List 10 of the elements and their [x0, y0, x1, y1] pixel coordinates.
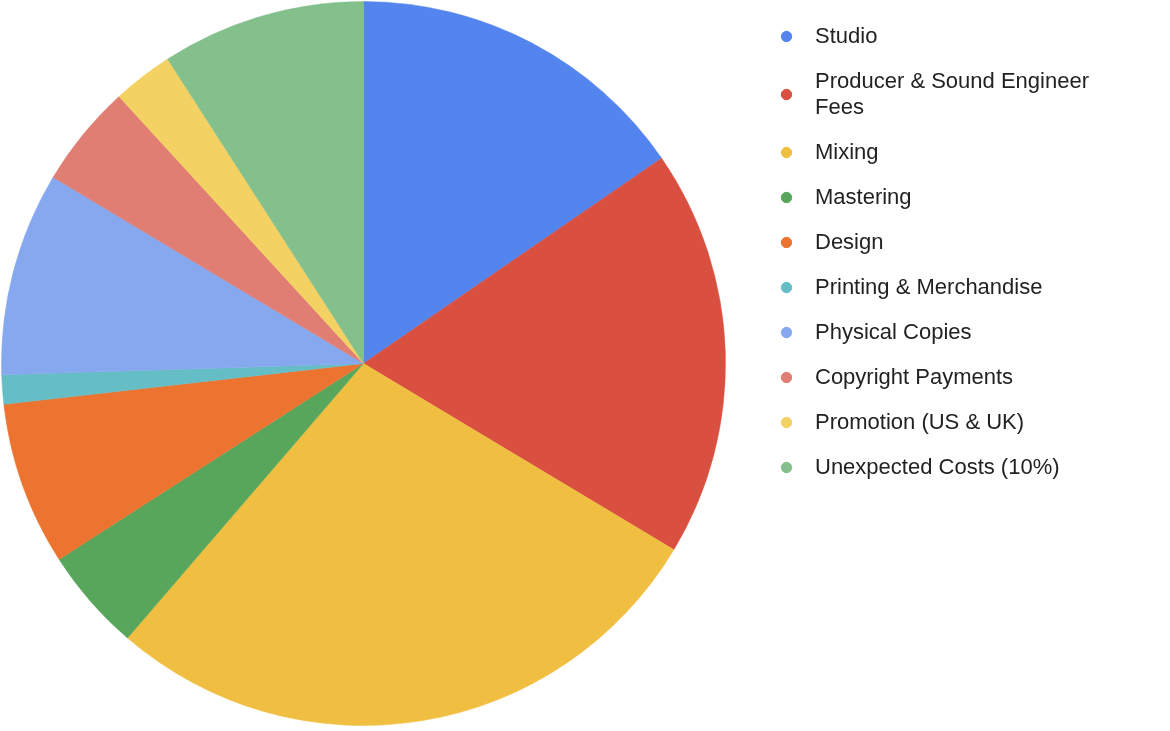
legend-label: Promotion (US & UK) — [815, 409, 1025, 435]
legend-label: Printing & Merchandise — [815, 274, 1043, 300]
legend-label: Mastering — [815, 184, 912, 210]
legend-label: Copyright Payments — [815, 364, 1014, 390]
legend-label: Producer & Sound Engineer Fees — [815, 68, 1089, 120]
legend-label: Unexpected Costs (10%) — [815, 454, 1060, 480]
legend-label: Physical Copies — [815, 319, 972, 345]
legend-label: Design — [815, 229, 884, 255]
legend-label: Studio — [815, 23, 878, 49]
legend-label: Mixing — [815, 139, 879, 165]
